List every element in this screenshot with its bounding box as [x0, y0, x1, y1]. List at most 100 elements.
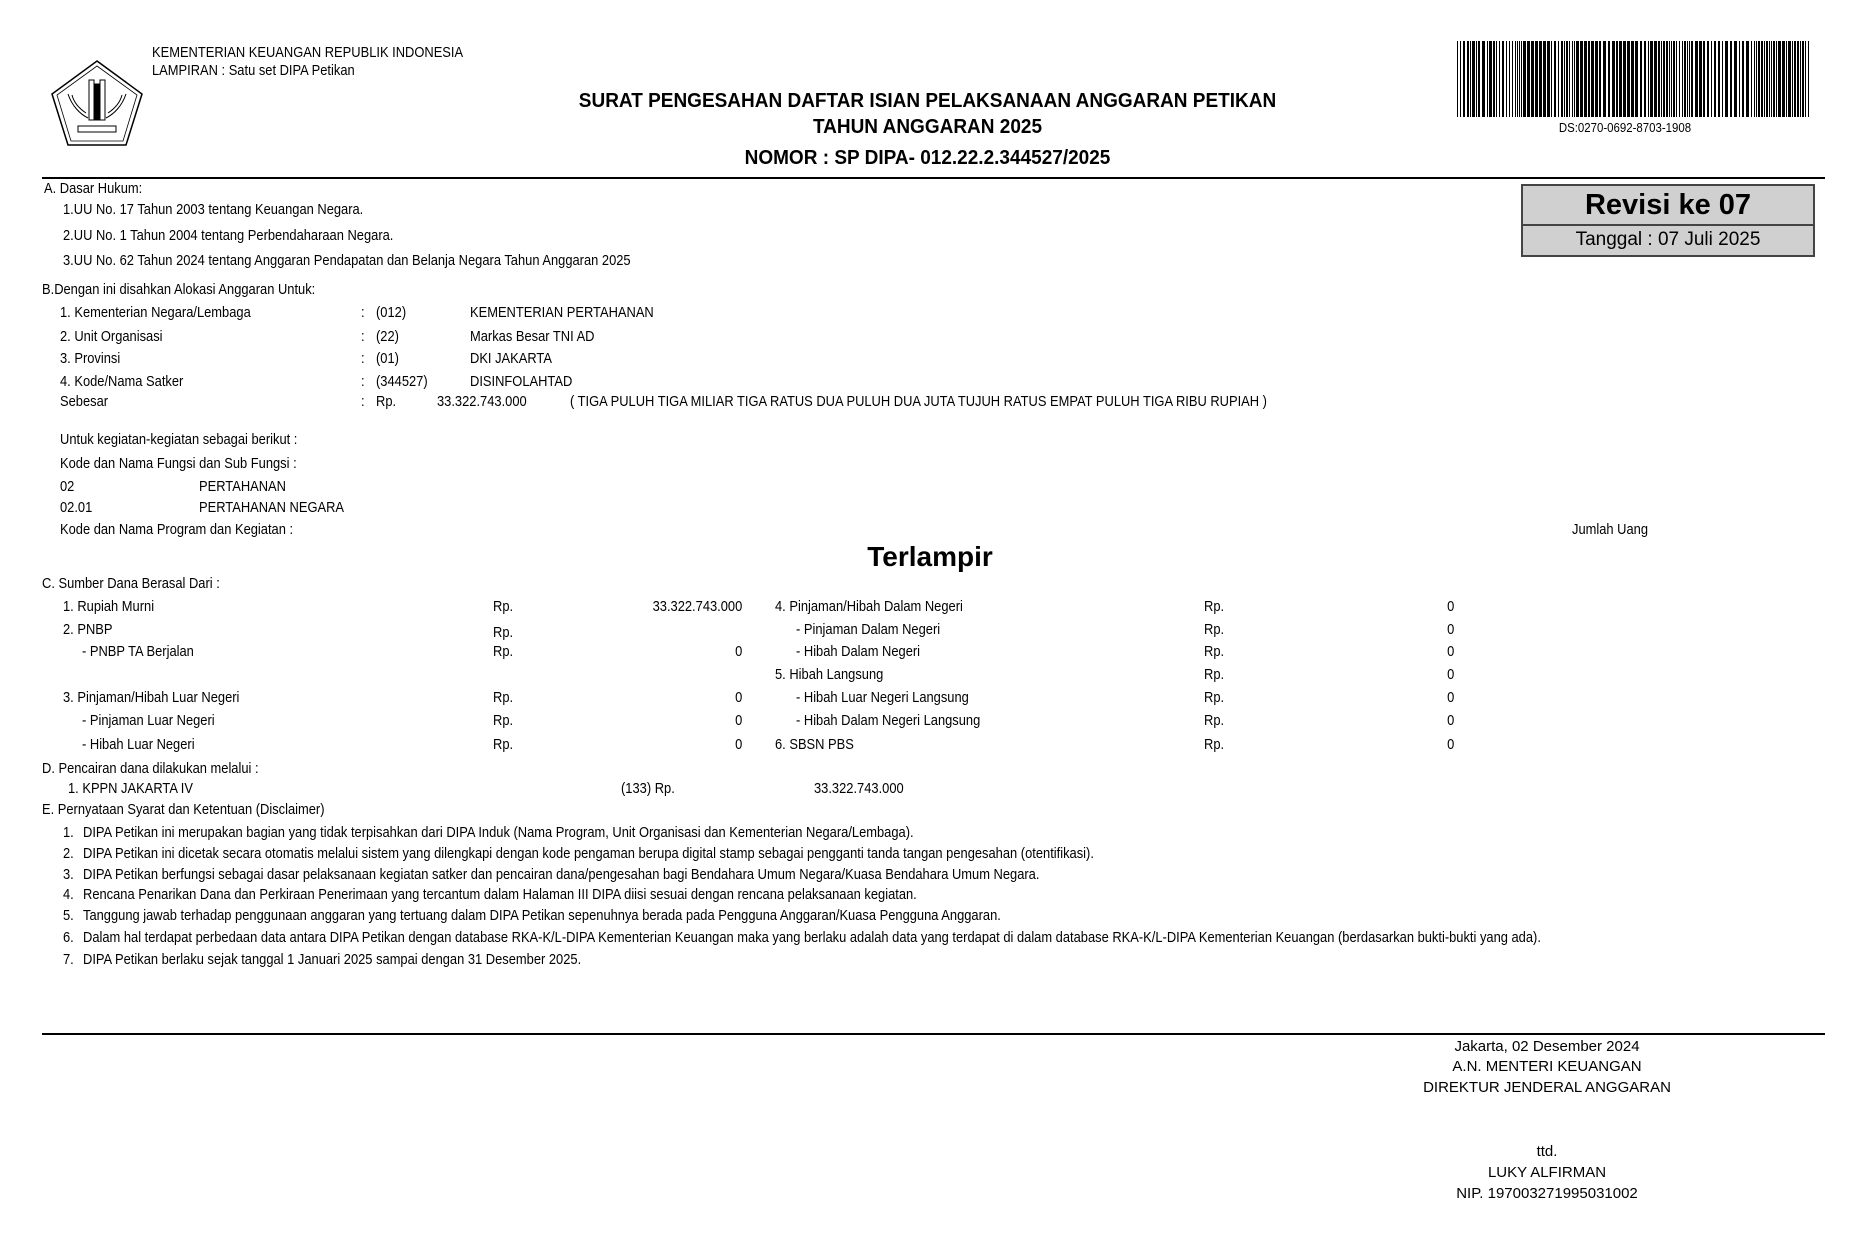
legal-basis-item: 3.UU No. 62 Tahun 2024 tentang Anggaran … [63, 252, 631, 269]
fund-value: 0 [1446, 736, 1454, 753]
barcode-bar [1725, 41, 1728, 117]
revision-number: Revisi ke 07 [1523, 186, 1813, 226]
disclaimer-text: DIPA Petikan berlaku sejak tanggal 1 Jan… [83, 951, 582, 968]
fund-currency: Rp. [493, 624, 514, 641]
barcode-bar [1457, 41, 1458, 117]
barcode-bar [1482, 41, 1485, 117]
disclaimer-number: 2. [63, 845, 74, 862]
disclaimer-text: Tanggung jawab terhadap penggunaan angga… [83, 907, 1001, 924]
barcode-bar [1751, 41, 1752, 117]
barcode-bar [1682, 41, 1683, 117]
document-number: NOMOR : SP DIPA- 012.22.2.344527/2025 [744, 147, 1111, 169]
barcode-bar [1572, 41, 1573, 117]
signature-nip: NIP. 197003271995031002 [1456, 1185, 1638, 1202]
barcode-bar [1756, 41, 1757, 117]
legal-basis-item: 2.UU No. 1 Tahun 2004 tentang Perbendaha… [63, 227, 394, 244]
kegiatan-intro: Untuk kegiatan-kegiatan sebagai berikut … [60, 431, 298, 448]
barcode-bar [1800, 41, 1801, 117]
barcode-bar [1512, 41, 1513, 117]
barcode-bar [1584, 41, 1587, 117]
allocation-code: (344527) [376, 373, 428, 390]
barcode-bar [1769, 41, 1770, 117]
fund-source-label: - Hibah Luar Negeri [82, 736, 195, 753]
fund-currency: Rp. [493, 736, 514, 753]
barcode-bar [1519, 41, 1520, 117]
disclaimer-text: DIPA Petikan ini merupakan bagian yang t… [83, 824, 914, 841]
barcode-bar [1595, 41, 1598, 117]
barcode-bar [1487, 41, 1488, 117]
barcode-bar [1476, 41, 1477, 117]
barcode-bar [1580, 41, 1583, 117]
fund-currency: Rp. [493, 689, 514, 706]
disclaimer-text: DIPA Petikan ini dicetak secara otomatis… [83, 845, 1094, 862]
header-divider [42, 177, 1825, 179]
allocation-label: 1. Kementerian Negara/Lembaga [60, 304, 251, 321]
kementerian-keuangan-logo [51, 60, 143, 146]
barcode-bar [1612, 41, 1615, 117]
colon: : [361, 328, 365, 345]
barcode-bar [1603, 41, 1606, 117]
legal-basis-item: 1.UU No. 17 Tahun 2003 tentang Keuangan … [63, 201, 364, 218]
barcode-code: DS:0270-0692-8703-1908 [1558, 120, 1692, 135]
fund-value: 0 [734, 643, 742, 660]
fund-source-label: 4. Pinjaman/Hibah Dalam Negeri [775, 598, 963, 615]
fungsi-heading: Kode dan Nama Fungsi dan Sub Fungsi : [60, 455, 297, 472]
barcode-bar [1654, 41, 1657, 117]
barcode-bar [1707, 41, 1709, 117]
barcode-bar [1599, 41, 1601, 117]
barcode-bar [1650, 41, 1653, 117]
barcode-bar [1635, 41, 1638, 117]
barcode-bar [1663, 41, 1665, 117]
allocation-name: DKI JAKARTA [470, 350, 552, 367]
barcode-bar [1711, 41, 1712, 117]
fund-currency: Rp. [1204, 643, 1225, 660]
barcode-bar [1591, 41, 1594, 117]
fund-source-label: 5. Hibah Langsung [775, 666, 884, 683]
barcode [1457, 41, 1809, 117]
allocation-name: KEMENTERIAN PERTAHANAN [470, 304, 654, 321]
fund-value: 0 [1446, 598, 1454, 615]
barcode-bar [1467, 41, 1469, 117]
revision-box: Revisi ke 07 Tanggal : 07 Juli 2025 [1521, 184, 1815, 257]
barcode-bar [1746, 41, 1749, 117]
barcode-bar [1551, 41, 1552, 117]
disclaimer-text: Rencana Penarikan Dana dan Perkiraan Pen… [83, 886, 917, 903]
barcode-bar [1669, 41, 1670, 117]
fund-value: 0 [734, 712, 742, 729]
disclaimer-number: 1. [63, 824, 74, 841]
allocation-label: 3. Provinsi [60, 350, 121, 367]
barcode-bar [1699, 41, 1702, 117]
barcode-bar [1574, 41, 1575, 117]
kppn-amount: 33.322.743.000 [814, 780, 904, 797]
barcode-bar [1718, 41, 1720, 117]
fund-currency: Rp. [493, 643, 514, 660]
barcode-bar [1566, 41, 1568, 117]
fund-currency: Rp. [1204, 666, 1225, 683]
allocation-name: Markas Besar TNI AD [470, 328, 595, 345]
fund-source-label: - Hibah Dalam Negeri [796, 643, 921, 660]
subfungsi-code: 02.01 [60, 499, 93, 516]
barcode-bar [1470, 41, 1471, 117]
fund-value: 0 [1446, 689, 1454, 706]
barcode-bar [1472, 41, 1475, 117]
disclaimer-number: 5. [63, 907, 74, 924]
barcode-bar [1515, 41, 1516, 117]
fund-currency: Rp. [1204, 689, 1225, 706]
barcode-bar [1689, 41, 1690, 117]
fund-currency: Rp. [493, 598, 514, 615]
lampiran-text: LAMPIRAN : Satu set DIPA Petikan [152, 62, 355, 79]
fund-currency: Rp. [493, 712, 514, 729]
barcode-bar [1523, 41, 1526, 117]
fiscal-year: TAHUN ANGGARAN 2025 [812, 116, 1043, 138]
barcode-bar [1489, 41, 1492, 117]
barcode-bar [1648, 41, 1649, 117]
barcode-bar [1543, 41, 1546, 117]
barcode-bar [1539, 41, 1542, 117]
barcode-bar [1802, 41, 1804, 117]
allocation-code: (012) [376, 304, 407, 321]
sebesar-currency: Rp. [376, 393, 397, 410]
footer-divider [42, 1033, 1825, 1035]
barcode-bar [1761, 41, 1763, 117]
barcode-bar [1517, 41, 1518, 117]
barcode-bar [1684, 41, 1686, 117]
